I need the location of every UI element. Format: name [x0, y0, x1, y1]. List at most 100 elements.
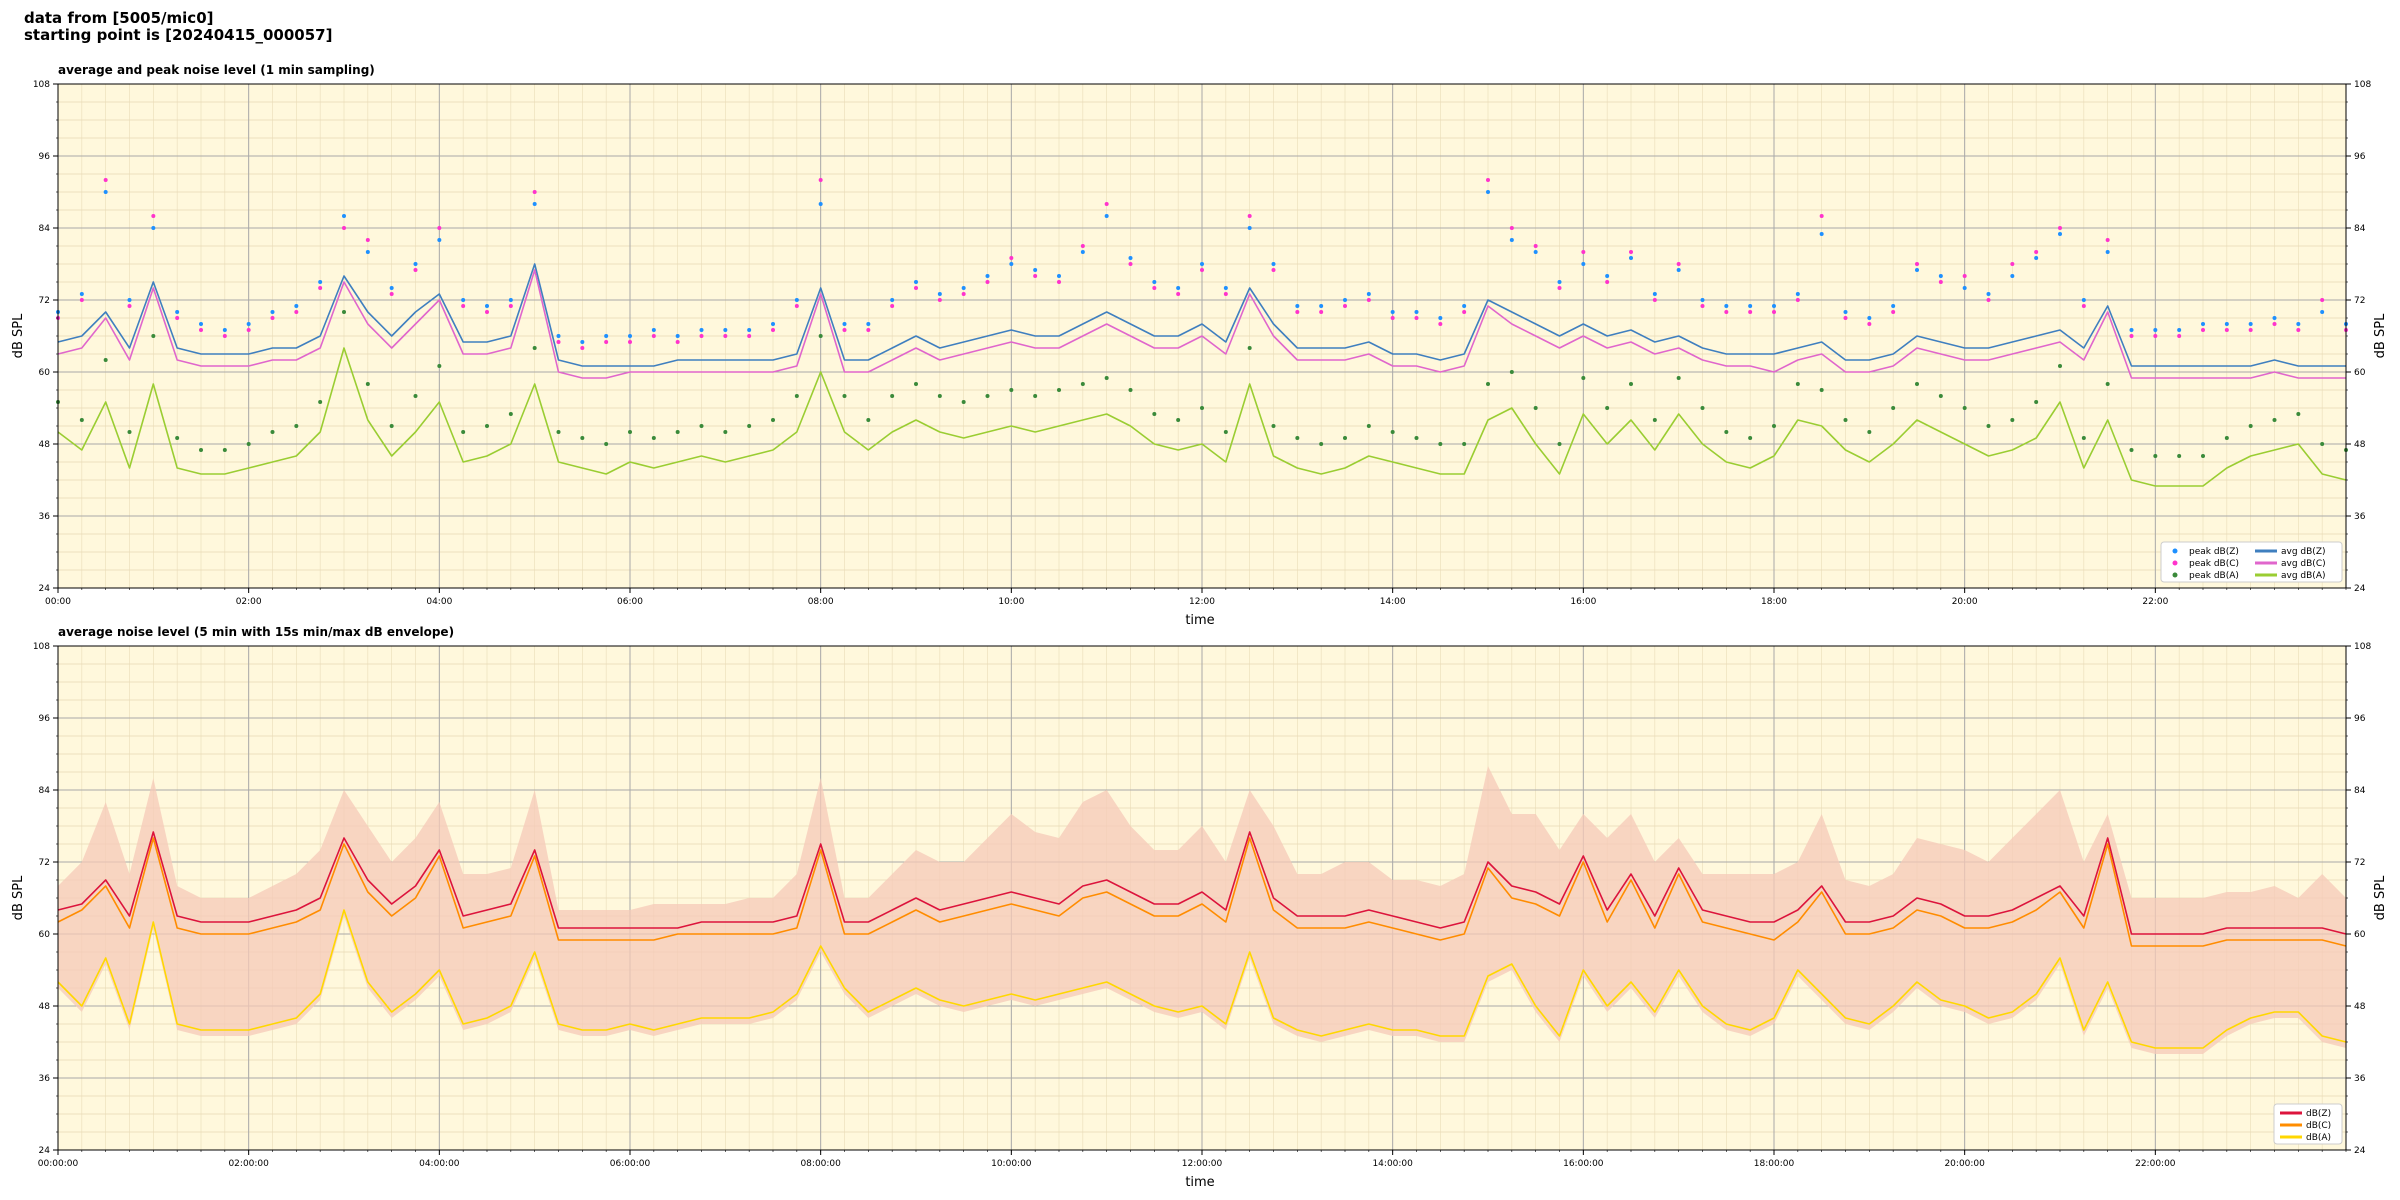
y-tick-label-left: 84 [39, 786, 51, 796]
data-point-peakdbz [628, 334, 632, 338]
data-point-peakdbz [1795, 292, 1800, 296]
data-point-peakdbz [937, 292, 942, 296]
data-point-peakdba [1104, 376, 1109, 380]
data-point-peakdbz [1057, 274, 1061, 278]
data-point-peakdba [1390, 430, 1395, 434]
data-point-peakdba [2272, 418, 2277, 422]
data-point-peakdbz [556, 334, 561, 338]
data-point-peakdbc [2248, 328, 2253, 332]
data-point-peakdba [2058, 364, 2062, 368]
x-tick-label: 04:00:00 [419, 1159, 460, 1169]
y-axis-label-left: dB SPL [11, 313, 26, 358]
data-point-peakdbz [1223, 286, 1228, 290]
data-point-peakdba [1772, 424, 1776, 428]
data-point-peakdbc [723, 334, 728, 338]
data-point-peakdbc [294, 310, 299, 314]
y-tick-label-right: 96 [2354, 714, 2366, 724]
data-point-peakdbz [342, 214, 346, 218]
data-point-peakdbz [2153, 328, 2158, 332]
x-axis-label: time [1185, 1175, 1214, 1190]
data-point-peakdbz [2248, 322, 2253, 326]
data-point-peakdba [1152, 412, 1157, 416]
x-tick-label: 00:00 [45, 597, 71, 607]
data-point-peakdbc [2105, 238, 2110, 242]
data-point-peakdbz [1080, 250, 1085, 254]
data-point-peakdbc [461, 304, 466, 308]
data-point-peakdbc [79, 298, 84, 302]
data-point-peakdbc [1366, 298, 1371, 302]
data-point-peakdba [508, 412, 513, 416]
data-point-peakdbc [675, 340, 680, 344]
data-point-peakdba [1986, 424, 1991, 428]
data-point-peakdbz [1390, 310, 1395, 314]
data-point-peakdbz [1724, 304, 1729, 308]
data-point-peakdba [771, 418, 775, 422]
data-point-peakdbc [1009, 256, 1014, 260]
data-point-peakdbc [318, 286, 323, 290]
data-point-peakdbz [1748, 304, 1753, 308]
data-point-peakdbc [1915, 262, 1919, 266]
data-point-peakdbc [2129, 334, 2134, 338]
x-tick-label: 16:00 [1570, 597, 1596, 607]
data-point-peakdbz [1200, 262, 1204, 266]
data-point-peakdbc [1390, 316, 1395, 320]
data-point-peakdbz [1962, 286, 1967, 290]
y-tick-label-right: 36 [2354, 1074, 2366, 1084]
legend-label: peak dB(C) [2189, 559, 2239, 569]
y-tick-label-left: 72 [39, 296, 50, 306]
data-point-peakdbc [651, 334, 656, 338]
data-point-peakdba [1938, 394, 1943, 398]
data-point-peakdba [1247, 346, 1252, 350]
data-point-peakdbc [270, 316, 275, 320]
data-point-peakdbc [556, 340, 561, 344]
data-point-peakdbz [1700, 298, 1705, 302]
x-axis-label: time [1185, 613, 1214, 628]
data-point-peakdba [2129, 448, 2134, 452]
data-point-peakdbz [1176, 286, 1181, 290]
data-point-peakdbc [1104, 202, 1109, 206]
data-point-peakdbz [1533, 250, 1538, 254]
data-point-peakdba [2177, 454, 2182, 458]
data-point-peakdba [842, 394, 847, 398]
data-point-peakdba [389, 424, 394, 428]
data-point-peakdbz [1247, 226, 1252, 230]
chart-title: average noise level (5 min with 15s min/… [58, 625, 454, 639]
data-point-peakdbz [1843, 310, 1848, 314]
data-point-peakdba [604, 442, 609, 446]
data-point-peakdbc [1343, 304, 1347, 308]
data-point-peakdbz [985, 274, 990, 278]
series-line-avgdbc [57, 269, 2346, 379]
data-point-peakdba [818, 334, 823, 338]
data-point-peakdbc [2153, 334, 2158, 338]
legend-marker [2172, 548, 2178, 554]
chart-peak-avg: average and peak noise level (1 min samp… [11, 63, 2388, 628]
x-tick-label: 04:00 [426, 597, 452, 607]
data-point-peakdbc [508, 304, 513, 308]
data-point-peakdbz [1033, 268, 1038, 272]
data-point-peakdbz [1343, 298, 1347, 302]
legend-label: dB(A) [2306, 1133, 2331, 1143]
series-line-dbz [57, 831, 2347, 935]
data-point-peakdba [1605, 406, 1610, 410]
data-point-peakdbc [890, 304, 895, 308]
data-point-peakdba [1223, 430, 1228, 434]
legend: dB(Z) dB(C) dB(A) [2273, 1103, 2343, 1145]
data-point-peakdbc [866, 328, 871, 332]
data-point-peakdbz [199, 322, 203, 326]
x-tick-label: 02:00:00 [228, 1159, 269, 1169]
x-tick-label: 14:00 [1380, 597, 1406, 607]
data-point-peakdba [1557, 442, 1562, 446]
data-point-peakdbc [151, 214, 156, 218]
data-point-peakdba [1533, 406, 1538, 410]
y-tick-label-right: 84 [2354, 224, 2366, 234]
data-point-peakdbc [1986, 298, 1991, 302]
data-point-peakdbc [1057, 280, 1061, 284]
data-point-peakdba [413, 394, 418, 398]
data-point-peakdba [1438, 442, 1443, 446]
data-point-peakdbz [2177, 328, 2182, 332]
data-point-peakdbz [2320, 310, 2325, 314]
data-point-peakdbz [866, 322, 871, 326]
data-point-peakdba [318, 400, 323, 404]
data-point-peakdbz [794, 298, 799, 302]
data-point-peakdba [628, 430, 632, 434]
